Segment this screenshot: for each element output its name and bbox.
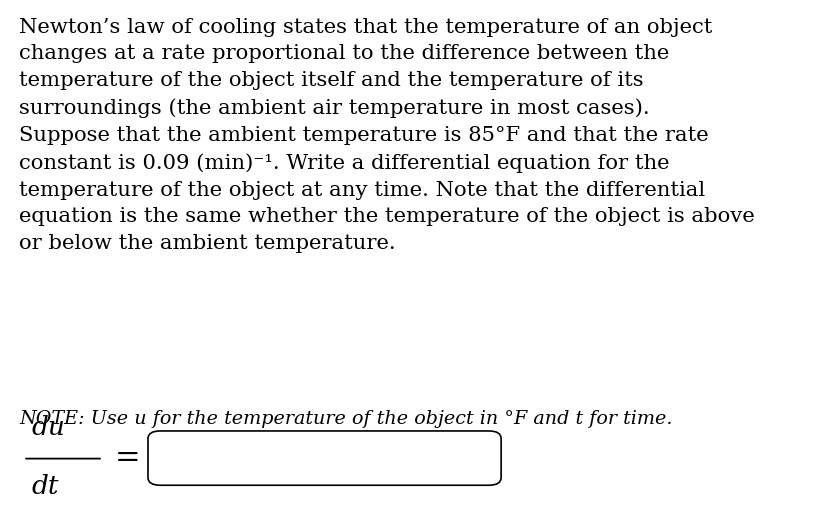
Text: du: du — [31, 415, 65, 440]
Text: Newton’s law of cooling states that the temperature of an object
changes at a ra: Newton’s law of cooling states that the … — [19, 18, 755, 253]
Text: =: = — [115, 443, 141, 474]
FancyBboxPatch shape — [148, 431, 501, 485]
Text: dt: dt — [31, 473, 59, 499]
Text: NOTE: Use u for the temperature of the object in °F and t for time.: NOTE: Use u for the temperature of the o… — [19, 410, 673, 428]
